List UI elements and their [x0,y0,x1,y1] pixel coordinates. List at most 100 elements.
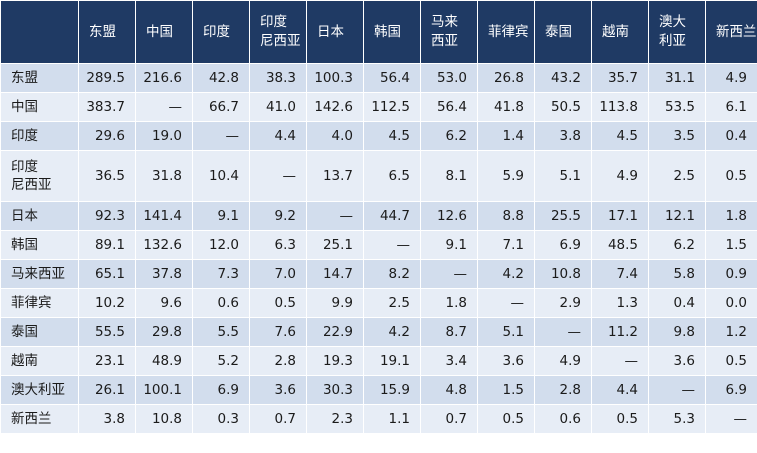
table-cell: 4.9 [705,63,757,93]
table-cell: 4.0 [306,121,364,151]
table-row: 菲律宾 10.2 9.6 0.6 0.5 9.9 2.5 1.8—2.9 1.3 0.4 0.0 [0,288,757,318]
table-cell: — [477,288,535,318]
table-cell: 22.9 [306,317,364,347]
table-cell: 4.9 [534,346,592,376]
column-header: 菲律宾 [477,0,535,64]
table-cell: 66.7 [192,92,250,122]
table-cell: 2.5 [648,150,706,202]
table-cell: — [363,230,421,260]
table-cell: 3.6 [477,346,535,376]
table-cell: 142.6 [306,92,364,122]
table-cell: 12.0 [192,230,250,260]
row-label: 澳大利亚 [0,375,79,405]
table-cell: 23.1 [78,346,136,376]
table-cell: 3.6 [249,375,307,405]
table-cell: 0.7 [249,404,307,434]
table-cell: 3.8 [534,121,592,151]
row-label: 韩国 [0,230,79,260]
table-cell: 8.8 [477,201,535,231]
table-cell: 113.8 [591,92,649,122]
table-cell: 25.1 [306,230,364,260]
table-cell: 10.4 [192,150,250,202]
row-label: 印度 尼西亚 [0,150,79,202]
table-header: 东盟 中国 印度 印度 尼西亚 日本 韩国 马来 西亚 菲律宾 泰国 越南 澳大 利亚 新西兰 [0,0,757,64]
table-cell: — [420,259,478,289]
table-cell: 55.5 [78,317,136,347]
table-cell: 216.6 [135,63,193,93]
table-cell: 141.4 [135,201,193,231]
trade-matrix-table: 东盟 中国 印度 印度 尼西亚 日本 韩国 马来 西亚 菲律宾 泰国 越南 澳大 利亚 新西兰 东盟 2… [0,0,757,434]
table-cell: 2.8 [534,375,592,405]
table-cell: 92.3 [78,201,136,231]
table-cell: 2.8 [249,346,307,376]
table-cell: 6.2 [420,121,478,151]
table-row: 印度 尼西亚 36.5 31.8 10.4—13.7 6.5 8.1 5.9 5.1 4.9 2.… [0,150,757,202]
table-cell: 0.5 [249,288,307,318]
table-cell: 0.3 [192,404,250,434]
table-cell: 9.8 [648,317,706,347]
table-cell: 31.1 [648,63,706,93]
table-cell: 6.1 [705,92,757,122]
table-cell: 1.8 [420,288,478,318]
table-cell: 31.8 [135,150,193,202]
table-cell: — [534,317,592,347]
header-corner-cell [0,0,79,64]
table-cell: 35.7 [591,63,649,93]
table-cell: 30.3 [306,375,364,405]
table-cell: 89.1 [78,230,136,260]
table-cell: 7.6 [249,317,307,347]
table-cell: — [591,346,649,376]
table-cell: 10.8 [135,404,193,434]
column-header: 中国 [135,0,193,64]
table-cell: 7.3 [192,259,250,289]
table-cell: 1.1 [363,404,421,434]
table-row: 马来西亚 65.1 37.8 7.3 7.0 14.7 8.2—4.2 10.8 7.4 5.8 0… [0,259,757,289]
table-cell: 50.5 [534,92,592,122]
table-cell: 56.4 [363,63,421,93]
column-header: 印度 [192,0,250,64]
table-cell: 7.4 [591,259,649,289]
table-cell: 7.0 [249,259,307,289]
table-cell: 53.5 [648,92,706,122]
table-cell: 4.4 [591,375,649,405]
table-cell: 1.5 [477,375,535,405]
table-cell: 4.9 [591,150,649,202]
table-cell: 9.1 [192,201,250,231]
table-cell: 5.1 [534,150,592,202]
table-cell: 41.8 [477,92,535,122]
table-cell: 10.8 [534,259,592,289]
table-cell: 8.7 [420,317,478,347]
table-cell: 2.5 [363,288,421,318]
row-label: 中国 [0,92,79,122]
table-row: 越南 23.1 48.9 5.2 2.8 19.3 19.1 3.4 3.6 4.9—3.6 0.5 [0,346,757,376]
table-cell: 4.5 [363,121,421,151]
column-header: 泰国 [534,0,592,64]
row-label: 日本 [0,201,79,231]
row-label: 新西兰 [0,404,79,434]
table-cell: 0.0 [705,288,757,318]
table-cell: 3.8 [78,404,136,434]
table-cell: 5.1 [477,317,535,347]
table-cell: 26.8 [477,63,535,93]
table-cell: 29.8 [135,317,193,347]
table-cell: 56.4 [420,92,478,122]
table-body: 东盟 289.5 216.6 42.8 38.3 100.3 56.4 53.0 26.8 43.… [0,63,757,434]
column-header: 印度 尼西亚 [249,0,307,64]
table-cell: 4.2 [363,317,421,347]
column-header: 澳大 利亚 [648,0,706,64]
table-cell: 289.5 [78,63,136,93]
table-cell: 1.2 [705,317,757,347]
table-cell: 37.8 [135,259,193,289]
table-cell: 5.9 [477,150,535,202]
table-cell: 1.8 [705,201,757,231]
table-cell: — [648,375,706,405]
table-cell: 4.5 [591,121,649,151]
table-cell: 8.2 [363,259,421,289]
table-row: 泰国 55.5 29.8 5.5 7.6 22.9 4.2 8.7 5.1—11.2 9.8 1.2 [0,317,757,347]
table-cell: 5.5 [192,317,250,347]
table-cell: 19.0 [135,121,193,151]
table-cell: 5.8 [648,259,706,289]
table-cell: 53.0 [420,63,478,93]
table-cell: 14.7 [306,259,364,289]
table-cell: 0.4 [648,288,706,318]
